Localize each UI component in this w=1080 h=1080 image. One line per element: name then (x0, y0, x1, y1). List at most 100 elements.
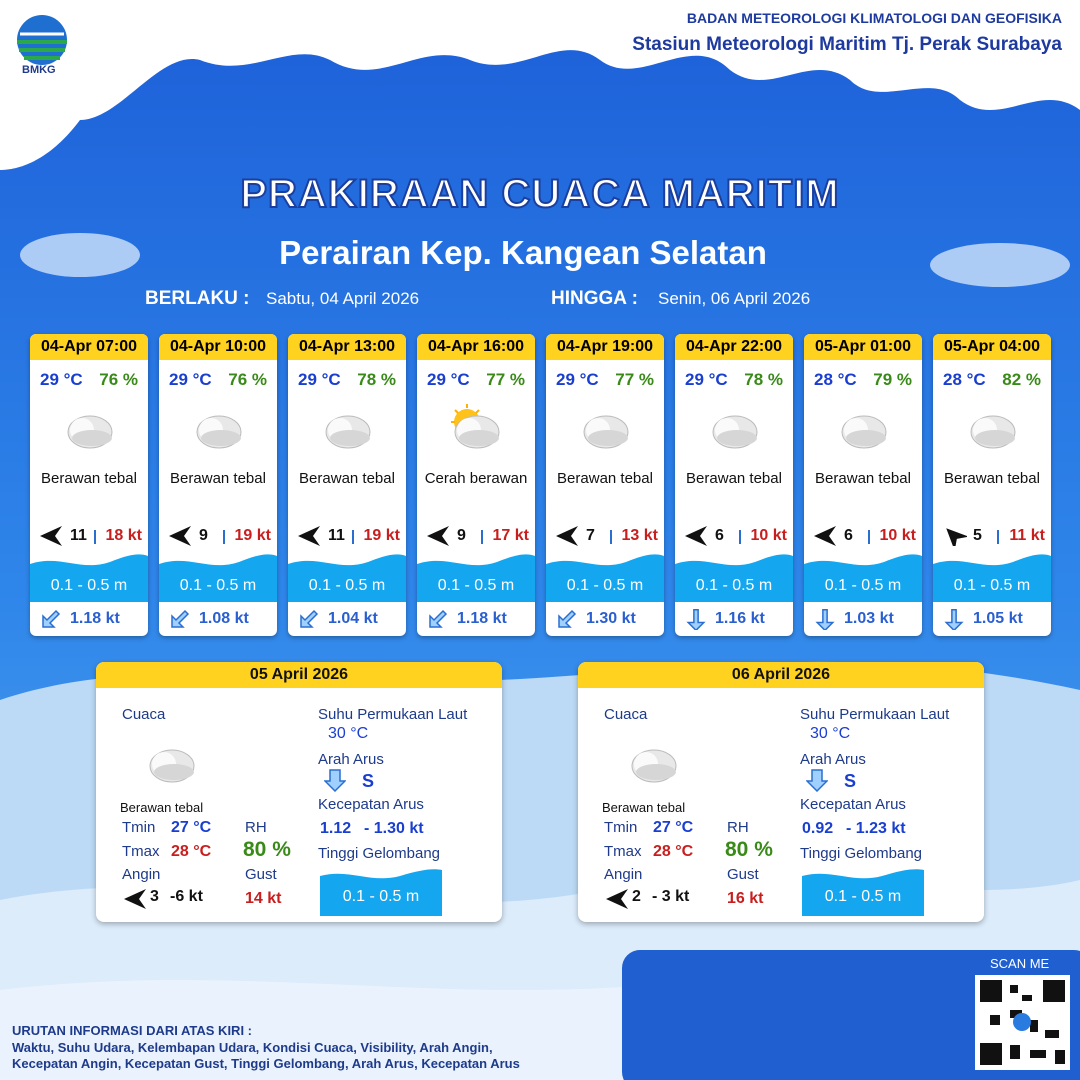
weather-icon (140, 736, 204, 796)
wind-to: -6 kt (170, 888, 203, 905)
weather: Berawan tebal (120, 800, 204, 815)
humidity: 77 % (615, 370, 654, 389)
weather-icon (316, 402, 380, 463)
wave-band-svg (675, 554, 793, 602)
separator (995, 528, 1001, 551)
separator (350, 528, 356, 551)
wind-arrow (296, 526, 322, 551)
weather-icon (961, 402, 1025, 463)
separator-svg (610, 530, 612, 544)
humidity: 78 % (744, 370, 783, 389)
logo-text: BMKG (22, 64, 56, 76)
label: Suhu Permukaan Laut (318, 706, 468, 723)
wave-band-svg (30, 554, 148, 602)
sst: 30 °C (328, 725, 369, 742)
label: Tmax (604, 843, 642, 860)
forecast-card: 04-Apr 13:00 29 °C 78 % Berawan tebal 11 19 k… (288, 334, 406, 636)
current-speed: 1.18 kt (70, 610, 120, 627)
gust: 18 kt (105, 527, 142, 544)
wind-from: 2 (632, 888, 641, 905)
weather-icon (445, 402, 509, 463)
weather-icon-svg (451, 404, 500, 449)
wave-band-svg (802, 869, 924, 916)
gust: 10 kt (750, 527, 787, 544)
current-arrow (40, 608, 62, 635)
wind-arrow-svg (427, 526, 449, 546)
logo-icon (17, 15, 67, 65)
humidity: 76 % (99, 370, 138, 389)
weather-icon (622, 736, 686, 796)
weather: Berawan tebal (602, 800, 686, 815)
footer-line: Waktu, Suhu Udara, Kelembapan Udara, Kon… (12, 1040, 493, 1055)
current-arrow-svg (558, 609, 577, 628)
card-time: 04-Apr 22:00 (675, 334, 793, 360)
gust: 14 kt (245, 890, 282, 907)
separator-svg (739, 530, 741, 544)
label: Cuaca (122, 706, 166, 723)
current-arrow-svg (171, 609, 190, 628)
separator-svg (352, 530, 354, 544)
wind-arrow-svg (685, 526, 707, 546)
wave-band (804, 550, 922, 607)
current-dir: S (362, 771, 375, 791)
weather-icon-svg (196, 415, 242, 449)
station-name: Stasiun Meteorologi Maritim Tj. Perak Su… (632, 34, 1062, 55)
wave-band-svg (320, 869, 442, 916)
label: Tinggi Gelombang (318, 845, 441, 862)
wave-band (675, 550, 793, 607)
label: Arah Arus (800, 751, 866, 768)
separator-svg (223, 530, 225, 544)
label: Tinggi Gelombang (800, 845, 923, 862)
current-arrow-svg (815, 609, 835, 632)
card-time: 04-Apr 19:00 (546, 334, 664, 360)
day-date: 05 April 2026 (96, 662, 502, 688)
wind-arrow-svg (40, 526, 62, 546)
current-speed: 1.16 kt (715, 610, 765, 627)
from-label: BERLAKU : (145, 288, 250, 309)
current-speed: 1.08 kt (199, 610, 249, 627)
current-arrow (814, 608, 836, 635)
separator-svg (481, 530, 483, 544)
current-speed: 1.04 kt (328, 610, 378, 627)
separator (221, 528, 227, 551)
current-from: 0.92 (802, 820, 834, 837)
weather-icon-svg (970, 415, 1016, 449)
wind-speed: 11 (70, 527, 87, 544)
title: PRAKIRAAN CUACA MARITIM (239, 171, 840, 217)
current-arrow-svg (300, 609, 319, 628)
day-panel: 05 April 2026 Cuaca Berawan tebal Tmin 27 °C… (96, 662, 502, 922)
forecast-card: 04-Apr 19:00 29 °C 77 % Berawan tebal 7 13 kt… (546, 334, 664, 636)
forecast-card: 05-Apr 04:00 28 °C 82 % Berawan tebal 5 11 kt… (933, 334, 1051, 636)
weather: Berawan tebal (41, 470, 137, 487)
wind-speed: 11 (328, 527, 345, 544)
from-date: Sabtu, 04 April 2026 (266, 289, 420, 308)
tmin: 27 °C (653, 819, 694, 836)
label: Cuaca (604, 706, 648, 723)
wave-band-svg (417, 554, 535, 602)
wave-height: 0.1 - 0.5 m (566, 577, 644, 594)
weather: Berawan tebal (170, 470, 266, 487)
org-name: BADAN METEOROLOGI KLIMATOLOGI DAN GEOFIS… (686, 10, 1062, 26)
wind-speed: 9 (457, 527, 466, 544)
separator (92, 528, 98, 551)
wind-arrow (122, 889, 148, 913)
humidity: 78 % (357, 370, 396, 389)
weather-icon (703, 402, 767, 463)
wind-speed: 9 (199, 527, 208, 544)
wave-band-svg (933, 554, 1051, 602)
wave-height: 0.1 - 0.5 m (824, 577, 902, 594)
separator-svg (94, 530, 96, 544)
weather-icon-svg (583, 415, 629, 449)
current-arrow (685, 608, 707, 635)
weather-icon-svg (67, 415, 113, 449)
forecast-card: 04-Apr 07:00 29 °C 76 % Berawan tebal 11 18 k… (30, 334, 148, 636)
current-arrow (323, 768, 347, 796)
weather-icon-svg (631, 749, 677, 783)
weather: Berawan tebal (299, 470, 395, 487)
current-arrow-svg (323, 769, 347, 793)
current-arrow (427, 608, 449, 635)
tmin: 27 °C (171, 819, 212, 836)
wave-band (802, 866, 924, 920)
separator (479, 528, 485, 551)
temperature: 29 °C (169, 370, 212, 389)
